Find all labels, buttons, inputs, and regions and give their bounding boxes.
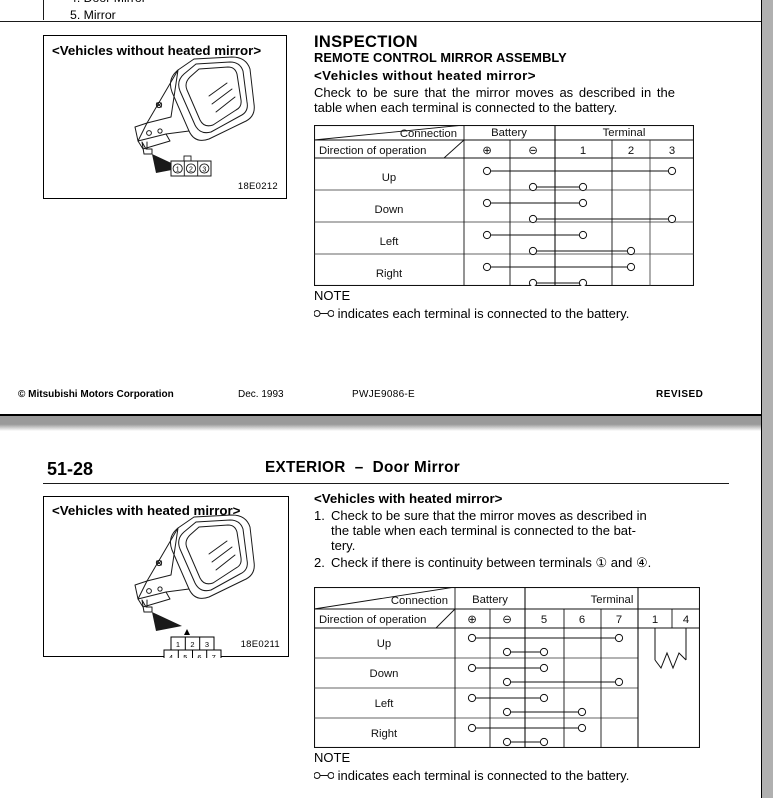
svg-text:4: 4: [169, 653, 173, 658]
svg-text:2: 2: [190, 640, 194, 649]
svg-text:3: 3: [202, 167, 206, 174]
svg-text:⊖: ⊖: [528, 145, 537, 157]
svg-text:Direction of operation: Direction of operation: [319, 614, 426, 626]
svg-text:Connection: Connection: [400, 128, 457, 140]
svg-text:⊕: ⊕: [482, 145, 491, 157]
svg-text:Terminal: Terminal: [591, 594, 634, 606]
svg-text:Direction of operation: Direction of operation: [319, 145, 426, 157]
svg-text:4: 4: [683, 614, 689, 626]
svg-text:6: 6: [579, 614, 585, 626]
svg-text:Right: Right: [371, 728, 398, 740]
svg-text:3: 3: [205, 640, 209, 649]
svg-text:5: 5: [183, 653, 187, 658]
svg-text:Up: Up: [382, 172, 396, 184]
svg-text:2: 2: [628, 145, 634, 157]
svg-text:7: 7: [616, 614, 622, 626]
svg-text:1: 1: [176, 640, 180, 649]
svg-text:1: 1: [176, 167, 180, 174]
svg-text:Terminal: Terminal: [603, 127, 646, 139]
svg-text:Battery: Battery: [491, 127, 527, 139]
svg-text:Connection: Connection: [391, 595, 448, 607]
svg-text:1: 1: [652, 614, 658, 626]
svg-text:Up: Up: [377, 638, 391, 650]
svg-text:Left: Left: [375, 698, 395, 710]
svg-text:Battery: Battery: [472, 594, 508, 606]
svg-text:3: 3: [669, 145, 675, 157]
svg-text:Down: Down: [370, 668, 399, 680]
svg-text:Down: Down: [375, 204, 404, 216]
svg-text:1: 1: [580, 145, 586, 157]
svg-text:6: 6: [197, 653, 201, 658]
svg-text:5: 5: [541, 614, 547, 626]
svg-text:⊖: ⊖: [502, 614, 511, 626]
svg-text:Left: Left: [380, 236, 400, 248]
svg-text:2: 2: [189, 167, 193, 174]
svg-text:Right: Right: [376, 268, 403, 280]
svg-text:⊕: ⊕: [467, 614, 476, 626]
svg-text:7: 7: [212, 653, 216, 658]
